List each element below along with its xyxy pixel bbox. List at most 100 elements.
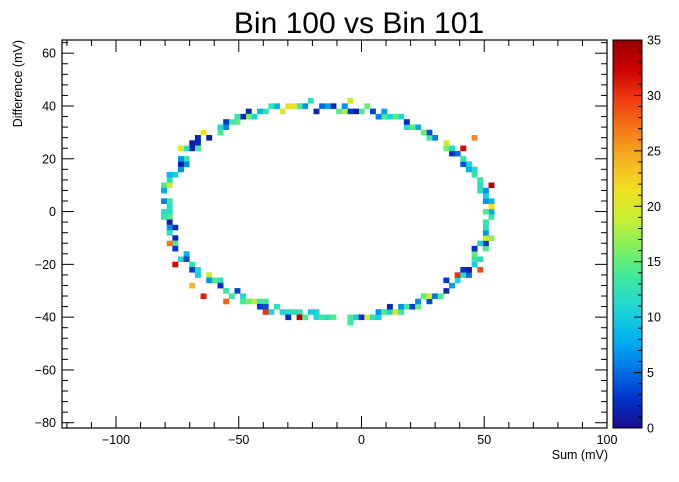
heatmap-bin: [482, 187, 489, 194]
heatmap-bin: [279, 108, 286, 115]
heatmap-bin: [465, 161, 472, 167]
heatmap-bin: [290, 309, 297, 315]
axis-ticks: [62, 40, 608, 428]
heatmap-bin: [223, 119, 230, 125]
heatmap-bin: [403, 303, 410, 310]
heatmap-bin: [262, 309, 269, 315]
heatmap-bin: [375, 309, 382, 315]
heatmap-bin: [488, 203, 495, 210]
heatmap-bin: [330, 103, 337, 109]
heatmap-bin: [285, 314, 292, 321]
heatmap-bin: [166, 240, 173, 247]
heatmap-bin: [426, 129, 433, 136]
plot-area: [61, 39, 608, 429]
heatmap-bin: [471, 245, 478, 252]
heatmap-bin: [465, 166, 472, 173]
heatmap-bin: [353, 314, 359, 321]
heatmap-bin: [217, 282, 224, 289]
heatmap-bin: [206, 277, 213, 284]
heatmap-bin: [398, 309, 405, 315]
heatmap-bin: [183, 145, 190, 152]
y-tick-label: −80: [35, 416, 56, 430]
y-tick-labels: −80 −60 −40 −20 0 20 40 60: [35, 47, 56, 431]
heatmap-bin: [488, 198, 495, 204]
heatmap-bin: [471, 135, 478, 141]
heatmap-bin: [319, 314, 326, 321]
heatmap-bin: [245, 108, 252, 115]
heatmap-bin: [262, 298, 269, 305]
heatmap-bin: [460, 156, 467, 162]
heatmap-bin: [307, 98, 314, 104]
colorbar-tick-label: 10: [647, 311, 661, 325]
heatmap-bin: [273, 303, 280, 310]
heatmap-bin: [166, 214, 173, 220]
heatmap-bin: [386, 309, 393, 315]
heatmap-bin: [234, 288, 241, 294]
heatmap-bin: [273, 103, 280, 109]
heatmap-bin: [161, 198, 168, 204]
heatmap-bin: [488, 182, 495, 189]
heatmap-bin: [347, 319, 354, 326]
heatmap-bin: [279, 309, 286, 315]
heatmap-bin: [341, 103, 348, 109]
heatmap-bin: [460, 145, 467, 152]
y-tick-label: 20: [42, 152, 56, 166]
heatmap-bin: [251, 298, 258, 305]
heatmap-bin: [347, 98, 354, 104]
heatmap-bin: [172, 235, 179, 241]
colorbar-tick-label: 30: [647, 89, 661, 103]
heatmap-bin: [471, 166, 478, 173]
heatmap-bin: [375, 113, 382, 120]
heatmap-bin: [189, 266, 196, 273]
heatmap-bin: [217, 124, 224, 131]
heatmap-bin: [358, 314, 365, 321]
x-tick-label: −100: [102, 433, 130, 447]
heatmap-bin: [251, 113, 258, 120]
heatmap-bin: [228, 293, 235, 299]
heatmap-bin: [409, 303, 416, 310]
heatmap-bin: [206, 135, 213, 141]
colorbar: 0 5 10 15 20 25 30 35: [612, 34, 661, 436]
heatmap-bin: [262, 108, 269, 115]
heatmap-bin: [172, 240, 179, 247]
heatmap-bin: [449, 150, 455, 157]
heatmap-bin: [172, 245, 179, 252]
heatmap-bin: [166, 177, 173, 183]
heatmap-bin: [369, 108, 376, 115]
heatmap-bin: [381, 108, 388, 115]
heatmap-bin: [398, 303, 405, 310]
heatmap-bin: [460, 161, 467, 167]
x-axis-label: Sum (mV): [552, 448, 608, 462]
heatmap-bin: [477, 240, 484, 247]
heatmap-bin: [460, 266, 467, 273]
heatmap-bin: [482, 219, 489, 226]
heatmap-bin: [347, 108, 354, 115]
heatmap-bin: [234, 113, 241, 120]
chart-title: Bin 100 vs Bin 101: [234, 7, 484, 40]
heatmap-bin: [324, 314, 331, 321]
heatmap-bin: [206, 272, 213, 278]
heatmap-bin: [161, 187, 168, 194]
heatmap-bin: [194, 272, 201, 278]
heatmap-bin: [178, 161, 184, 167]
y-tick-label: −20: [35, 258, 56, 272]
heatmap-bin: [217, 129, 224, 136]
plot-frame: [62, 40, 607, 428]
heatmap-bin: [240, 293, 247, 299]
heatmap-bin: [454, 277, 461, 284]
heatmap-bin: [178, 256, 184, 263]
heatmap-bin: [178, 145, 184, 152]
heatmap-bin: [465, 266, 472, 273]
heatmap-bin: [409, 124, 416, 131]
heatmap-bin: [443, 140, 450, 146]
heatmap-bin: [161, 208, 168, 215]
heatmap-bin: [178, 166, 184, 173]
heatmap-bin: [217, 277, 224, 284]
heatmap-bin: [426, 298, 433, 305]
heatmap-bin: [488, 208, 495, 215]
heatmap-bin: [166, 182, 173, 189]
heatmap-bin: [477, 187, 484, 194]
x-tick-label: −50: [228, 433, 249, 447]
